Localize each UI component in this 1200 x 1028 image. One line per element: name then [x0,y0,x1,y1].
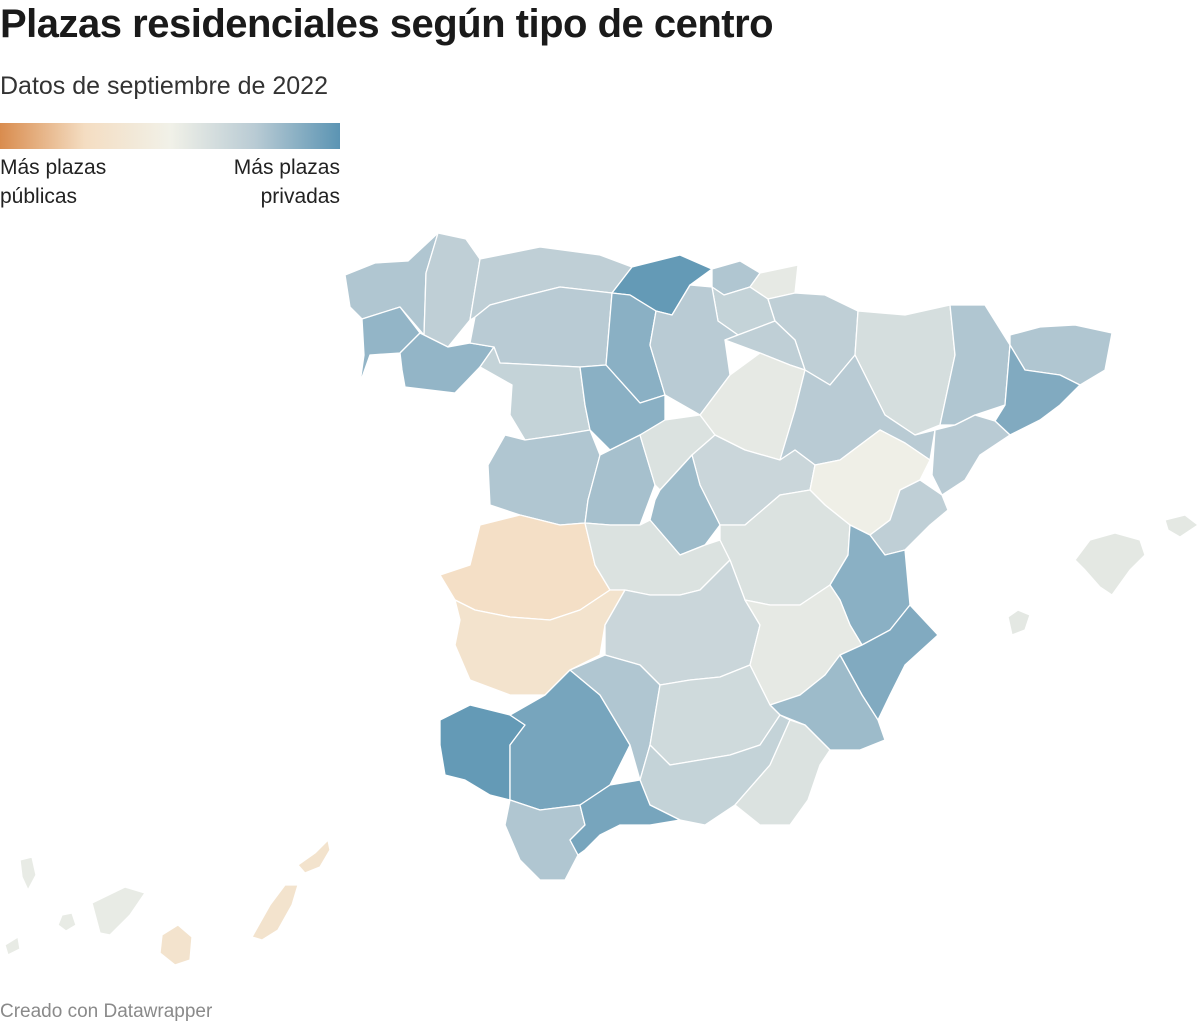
province-baleares[interactable] [1007,514,1199,636]
province-pontevedra[interactable] [359,306,421,384]
legend-label-public: Más plazas públicas [0,153,170,211]
legend-label-public-line2: públicas [0,185,78,208]
province-almeria[interactable] [734,719,831,826]
legend-label-public-line1: Más plazas [0,156,107,179]
province-badajoz[interactable] [454,589,626,696]
color-legend: Más plazas públicas Más plazas privadas [0,123,340,223]
province-barcelona[interactable] [994,344,1081,436]
province-tenerife[interactable] [4,856,146,956]
chart-title: Plazas residenciales según tipo de centr… [0,2,774,46]
province-tarragona[interactable] [931,414,1011,496]
legend-labels: Más plazas públicas Más plazas privadas [0,153,340,223]
credit-footer: Creado con Datawrapper [0,1001,213,1022]
legend-label-private-line1: Más plazas [233,156,340,179]
province-castellon[interactable] [869,479,949,556]
province-salamanca[interactable] [487,429,601,526]
legend-label-private-line2: privadas [260,185,340,208]
province-caceres[interactable] [439,514,611,621]
chart-subtitle: Datos de septiembre de 2022 [0,72,328,100]
spain-province-map [4,232,1199,966]
legend-gradient-bar [0,123,340,149]
legend-label-private: Más plazas privadas [170,153,340,211]
province-malaga[interactable] [569,779,681,856]
province-laspalmas[interactable] [159,839,331,966]
